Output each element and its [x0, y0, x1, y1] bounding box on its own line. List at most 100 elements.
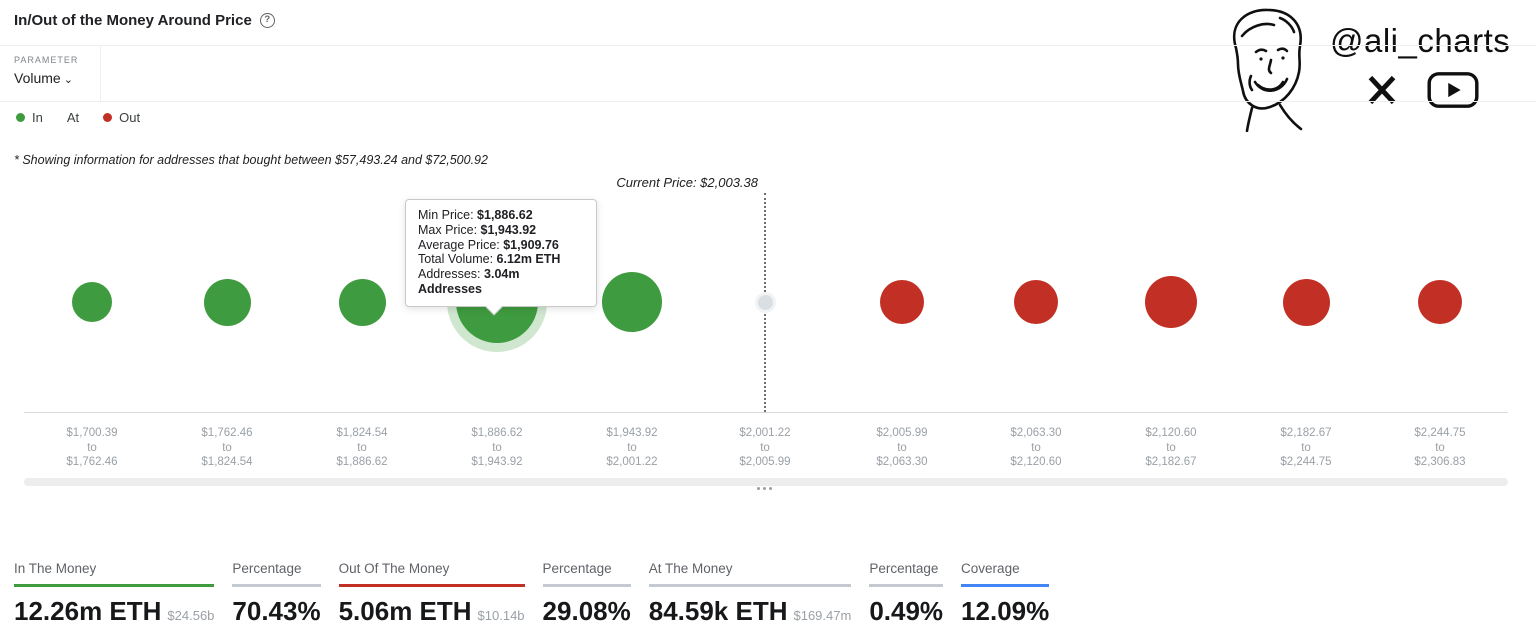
stat-coverage: Coverage 12.09%: [961, 561, 1050, 627]
axis-label-line: $2,244.75: [1414, 427, 1466, 439]
chevron-down-icon: ⌄: [63, 74, 73, 86]
stat-label: Percentage: [542, 561, 631, 587]
legend-label-out: Out: [119, 110, 141, 125]
divider: [0, 101, 1536, 102]
stat-label: In The Money: [14, 561, 215, 587]
axis-label-line: to: [1031, 441, 1041, 454]
watermark-handle: @ali_charts: [1330, 22, 1511, 59]
axis-label-line: $2,182.67: [1280, 427, 1332, 439]
axis-range-label: $2,120.60 to $2,182.67: [1111, 426, 1231, 470]
bubble-out[interactable]: [1145, 276, 1197, 328]
bubble-out[interactable]: [1418, 280, 1462, 324]
axis-label-line: $2,001.22: [739, 427, 791, 439]
axis-label-line: to: [897, 441, 907, 454]
in-dot-icon: [16, 113, 25, 122]
axis-label-line: to: [1166, 441, 1176, 454]
axis-label-line: $1,943.92: [606, 427, 658, 439]
stat-percentage: Percentage 70.43%: [232, 561, 321, 627]
tooltip-rows: Min Price: $1,886.62 Max Price: $1,943.92…: [418, 208, 584, 297]
axis-label-line: to: [760, 441, 770, 454]
stat-value: 0.49%: [869, 596, 944, 626]
axis-label-line: to: [87, 441, 97, 454]
bubble-out[interactable]: [1014, 280, 1058, 324]
stat-at-the-money: At The Money 84.59k ETH $169.47m: [648, 561, 852, 627]
bubble-in[interactable]: [602, 272, 662, 332]
tooltip-row: Max Price: $1,943.92: [418, 222, 537, 237]
axis-label-line: $1,762.46: [201, 427, 253, 439]
chart-scrollbar[interactable]: [24, 478, 1508, 486]
legend-item-out[interactable]: Out: [103, 110, 140, 125]
youtube-icon: [1427, 72, 1479, 108]
axis-label-line: $2,120.60: [1010, 456, 1062, 468]
axis-label-line: $1,824.54: [201, 456, 253, 468]
stats-row: In The Money 12.26m ETH $24.56b Percentage 7…: [14, 561, 1050, 627]
legend-item-in[interactable]: In: [16, 110, 43, 125]
tooltip-row: Addresses: 3.04m Addresses: [418, 267, 520, 296]
parameter-value: Volume ⌄: [14, 70, 78, 86]
page-title: In/Out of the Money Around Price ?: [14, 12, 275, 29]
axis-label-line: to: [1435, 441, 1445, 454]
bubble-in[interactable]: [72, 282, 112, 322]
axis-range-label: $1,700.39 to $1,762.46: [32, 426, 152, 470]
stat-value: 84.59k ETH $169.47m: [648, 596, 852, 626]
axis-label-line: $1,762.46: [66, 456, 118, 468]
stat-value: 5.06m ETH $10.14b: [338, 596, 525, 626]
tooltip-row: Min Price: $1,886.62: [418, 208, 533, 222]
axis-range-label: $1,886.62 to $1,943.92: [437, 426, 557, 470]
range-note: * Showing information for addresses that…: [14, 153, 488, 167]
help-icon[interactable]: ?: [259, 13, 275, 28]
legend: In At Out: [16, 110, 140, 125]
axis-label-line: $1,886.62: [471, 427, 523, 439]
legend-label-in: In: [32, 110, 43, 125]
axis-label-line: $1,886.62: [336, 456, 388, 468]
tooltip-row: Average Price: $1,909.76: [418, 237, 559, 252]
axis-label-line: $2,005.99: [876, 427, 928, 439]
axis-label-line: to: [492, 441, 502, 454]
tooltip: Min Price: $1,886.62 Max Price: $1,943.92…: [405, 199, 597, 316]
stat-subvalue: $24.56b: [167, 608, 215, 623]
current-price-label: Current Price: $2,003.38: [616, 175, 758, 190]
bubble-in[interactable]: [338, 278, 386, 326]
axis-range-label: $1,943.92 to $2,001.22: [572, 426, 692, 470]
stat-percentage: Percentage 29.08%: [542, 561, 631, 627]
stat-value: 12.09%: [961, 596, 1050, 626]
out-dot-icon: [103, 113, 113, 122]
stat-label: Percentage: [232, 561, 321, 587]
tooltip-row: Total Volume: 6.12m ETH: [418, 252, 561, 267]
axis-label-line: $2,001.22: [606, 456, 658, 468]
legend-label-at: At: [66, 110, 80, 125]
stat-label: At The Money: [648, 561, 852, 587]
axis-range-label: $2,001.22 to $2,005.99: [705, 426, 825, 470]
axis-label-line: $2,120.60: [1145, 427, 1197, 439]
stat-in-the-money: In The Money 12.26m ETH $24.56b: [14, 561, 215, 627]
bubble-out[interactable]: [1282, 278, 1330, 326]
axis-label-line: $1,700.39: [66, 427, 118, 439]
axis-range-label: $2,182.67 to $2,244.75: [1246, 426, 1366, 470]
axis-label-line: $2,182.67: [1145, 456, 1197, 468]
bubble-in[interactable]: [203, 278, 251, 326]
x-axis-line: [24, 412, 1508, 413]
axis-label-line: $2,063.30: [876, 456, 928, 468]
watermark: @ali_charts: [1206, 0, 1528, 136]
axis-label-line: to: [357, 441, 367, 454]
axis-label-line: $2,244.75: [1280, 456, 1332, 468]
stat-subvalue: $10.14b: [477, 608, 525, 623]
bubble-out[interactable]: [880, 280, 924, 324]
stat-subvalue: $169.47m: [793, 608, 852, 623]
parameter-label: PARAMETER: [14, 55, 79, 65]
x-logo-icon: [1368, 75, 1396, 105]
legend-item-at[interactable]: At: [67, 110, 79, 125]
scrollbar-handle[interactable]: [757, 487, 772, 490]
stat-value: 29.08%: [542, 596, 631, 626]
bubble-at[interactable]: [757, 294, 773, 310]
axis-label-line: $1,943.92: [471, 456, 523, 468]
watermark-icons: [1366, 70, 1480, 110]
axis-range-label: $2,063.30 to $2,120.60: [976, 426, 1096, 470]
axis-range-label: $2,005.99 to $2,063.30: [842, 426, 962, 470]
stat-percentage: Percentage 0.49%: [869, 561, 944, 627]
stat-out-of-the-money: Out Of The Money 5.06m ETH $10.14b: [338, 561, 525, 627]
parameter-select[interactable]: PARAMETER Volume ⌄: [14, 55, 78, 86]
axis-label-line: to: [1301, 441, 1311, 454]
